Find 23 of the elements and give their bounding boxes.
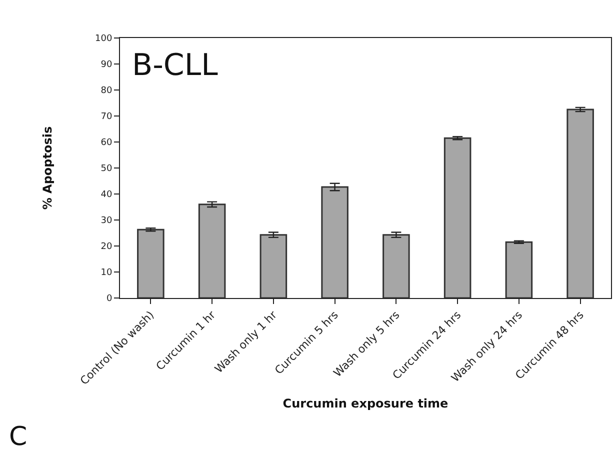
x-axis-title: Curcumin exposure time xyxy=(282,396,448,410)
bar xyxy=(260,234,288,298)
y-tick-label: 20 xyxy=(100,242,112,252)
annotation: B-CLL xyxy=(132,48,218,83)
y-tick-label: 70 xyxy=(100,112,112,122)
y-tick-label: 0 xyxy=(106,294,112,304)
text: C xyxy=(9,422,28,452)
y-tick-label: 30 xyxy=(100,216,112,226)
bar xyxy=(444,137,472,298)
bar xyxy=(137,228,164,298)
bar xyxy=(566,108,594,298)
bar xyxy=(505,241,533,298)
y-tick-label: 90 xyxy=(100,60,112,70)
y-tick-label: 80 xyxy=(100,86,112,96)
bar xyxy=(382,234,410,298)
y-tick-label: 10 xyxy=(100,268,112,278)
y-axis-title: % Apoptosis xyxy=(40,126,54,210)
y-tick-label: 40 xyxy=(100,190,112,200)
y-tick-label: 50 xyxy=(100,164,112,174)
bar xyxy=(321,186,348,298)
y-tick-label: 100 xyxy=(95,34,112,44)
y-tick-label: 60 xyxy=(100,138,112,148)
bar xyxy=(198,204,226,298)
